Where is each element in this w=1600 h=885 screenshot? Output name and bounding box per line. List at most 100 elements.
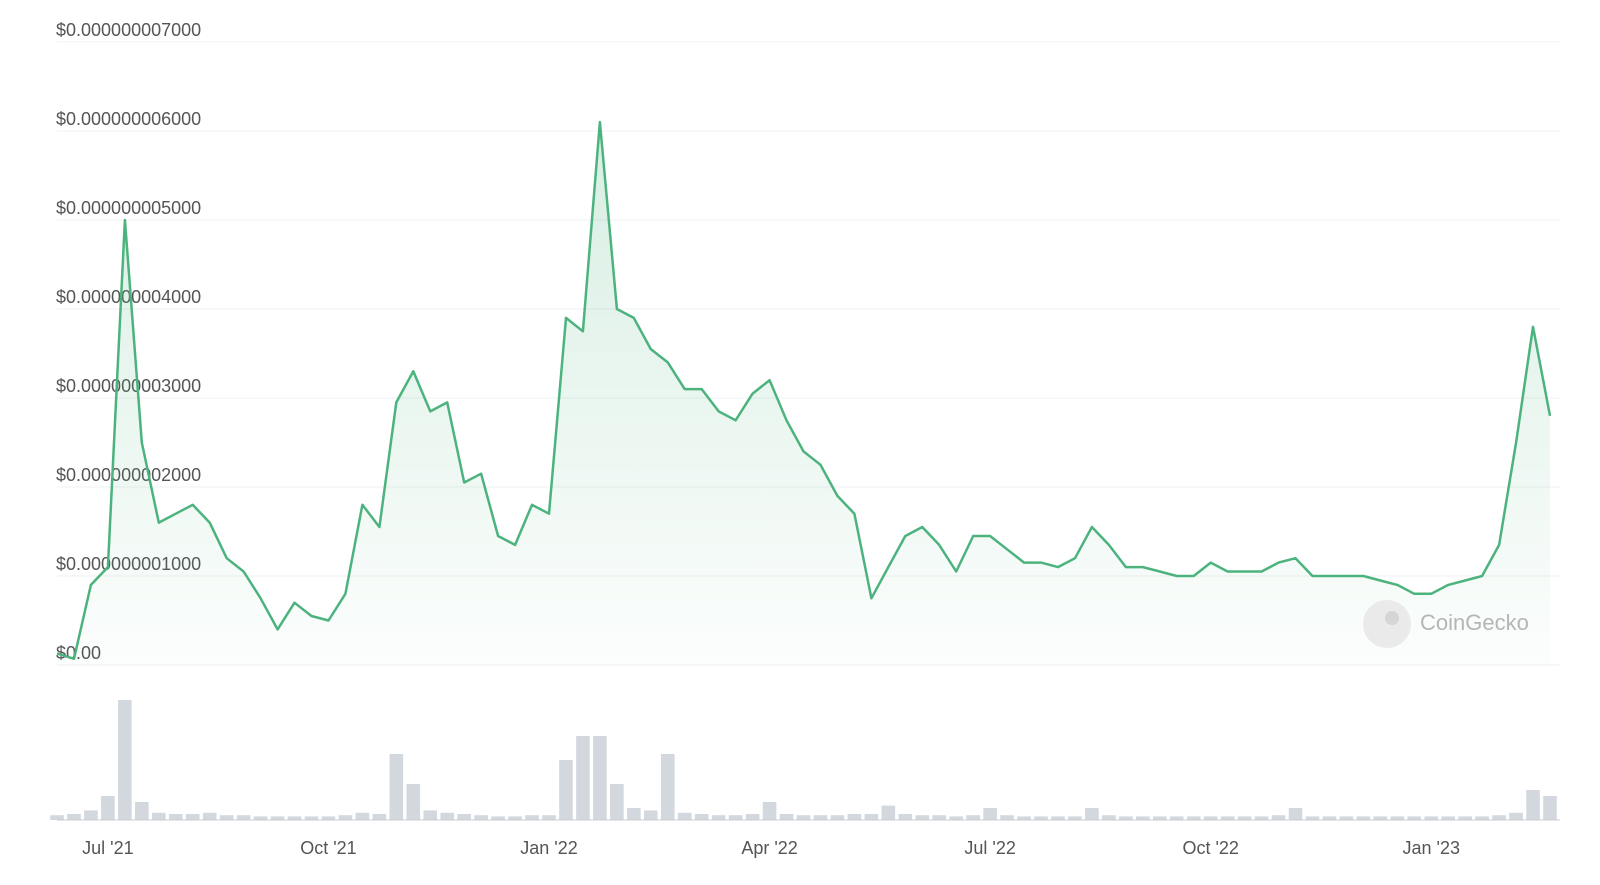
volume-bar	[1543, 796, 1557, 820]
volume-bar	[1136, 816, 1150, 820]
x-tick-label: Oct '21	[300, 838, 356, 858]
y-tick-label: $0.000000005000	[56, 198, 201, 218]
volume-bar	[762, 802, 777, 820]
volume-bar	[898, 814, 913, 820]
volume-bar	[1085, 808, 1099, 820]
x-tick-label: Jan '23	[1402, 838, 1459, 858]
price-line	[56, 120, 1552, 661]
volume-bar	[1288, 808, 1303, 820]
volume-bar	[1407, 816, 1422, 820]
volume-bar	[1169, 816, 1184, 820]
volume-bar	[1339, 816, 1354, 820]
volume-bar	[881, 805, 896, 820]
volume-bar	[610, 784, 624, 820]
volume-bar	[1034, 816, 1048, 820]
volume-bar	[559, 760, 573, 820]
volume-bar	[1186, 816, 1201, 820]
volume-bar	[474, 815, 488, 820]
volume-bar	[287, 816, 302, 820]
volume-bar	[1356, 816, 1371, 820]
volume-bar	[1017, 816, 1031, 820]
volume-bar	[236, 815, 251, 820]
volume-bar	[694, 814, 709, 820]
volume-bar	[1068, 816, 1082, 820]
volume-bar	[423, 810, 438, 820]
volume-bar	[491, 816, 505, 820]
volume-bar	[304, 816, 319, 820]
volume-bar	[1526, 790, 1540, 820]
volume-bar	[779, 814, 794, 820]
volume-bar	[1237, 816, 1252, 820]
volume-bar	[864, 814, 879, 820]
volume-bar	[796, 815, 811, 820]
volume-bar	[457, 814, 471, 820]
y-tick-label: $0.000000006000	[56, 109, 201, 129]
watermark-text: CoinGecko	[1420, 610, 1529, 635]
volume-bar	[745, 814, 760, 820]
volume-bar	[50, 815, 64, 820]
volume-bar	[168, 814, 183, 820]
volume-bar	[525, 815, 539, 820]
volume-bar	[1051, 816, 1065, 820]
volume-bar	[627, 808, 641, 820]
volume-bar	[1119, 816, 1133, 820]
volume-bar	[389, 754, 404, 820]
y-tick-label: $0.000000007000	[56, 20, 201, 40]
volume-bar	[219, 815, 234, 820]
area-fill	[57, 122, 1550, 666]
x-tick-label: Apr '22	[741, 838, 797, 858]
volume-bar	[67, 814, 81, 820]
volume-bar	[355, 812, 370, 820]
volume-bar	[372, 814, 387, 820]
x-tick-label: Jan '22	[520, 838, 577, 858]
volume-bar	[728, 815, 743, 820]
volume-bar	[101, 796, 115, 820]
volume-bar	[508, 816, 522, 820]
volume-bar	[660, 754, 675, 820]
volume-bar	[1509, 812, 1523, 820]
volume-bar	[1254, 816, 1269, 820]
volume-bar	[830, 815, 845, 820]
volume-bar	[1000, 815, 1014, 820]
volume-bar	[84, 810, 98, 820]
volume-bar	[1152, 816, 1167, 820]
volume-bar	[338, 815, 353, 820]
volume-bar	[1458, 816, 1472, 820]
volume-bar	[847, 814, 862, 820]
volume-bar	[321, 816, 336, 820]
volume-bar	[644, 810, 658, 820]
volume-bar	[593, 736, 607, 820]
watermark-logo-eye	[1385, 611, 1399, 625]
volume-bar	[1305, 816, 1320, 820]
volume-bar	[1441, 816, 1455, 820]
volume-bar	[1271, 815, 1286, 820]
volume-bar	[1424, 816, 1439, 820]
volume-bar	[406, 784, 421, 820]
volume-bar	[711, 815, 726, 820]
volume-bar	[118, 700, 132, 820]
volume-bar	[576, 736, 590, 820]
volume-bar	[542, 815, 556, 820]
volume-bar	[1390, 816, 1405, 820]
volume-bar	[440, 812, 455, 820]
volume-bar	[1203, 816, 1218, 820]
volume-bar	[1102, 815, 1116, 820]
volume-bar	[966, 815, 980, 820]
volume-bar	[152, 812, 166, 820]
volume-bar	[202, 812, 217, 820]
volume-bar	[915, 815, 930, 820]
volume-bar	[813, 815, 828, 820]
volume-bar	[677, 812, 692, 820]
volume-bar	[983, 808, 997, 820]
volume-bar	[1492, 815, 1506, 820]
volume-bar	[932, 815, 947, 820]
x-tick-label: Jul '21	[82, 838, 133, 858]
volume-bar	[1475, 816, 1489, 820]
volume-bar	[1373, 816, 1388, 820]
watermark-logo	[1363, 600, 1411, 648]
x-tick-label: Oct '22	[1182, 838, 1238, 858]
volume-bar	[185, 814, 200, 820]
volume-bar	[1220, 816, 1235, 820]
